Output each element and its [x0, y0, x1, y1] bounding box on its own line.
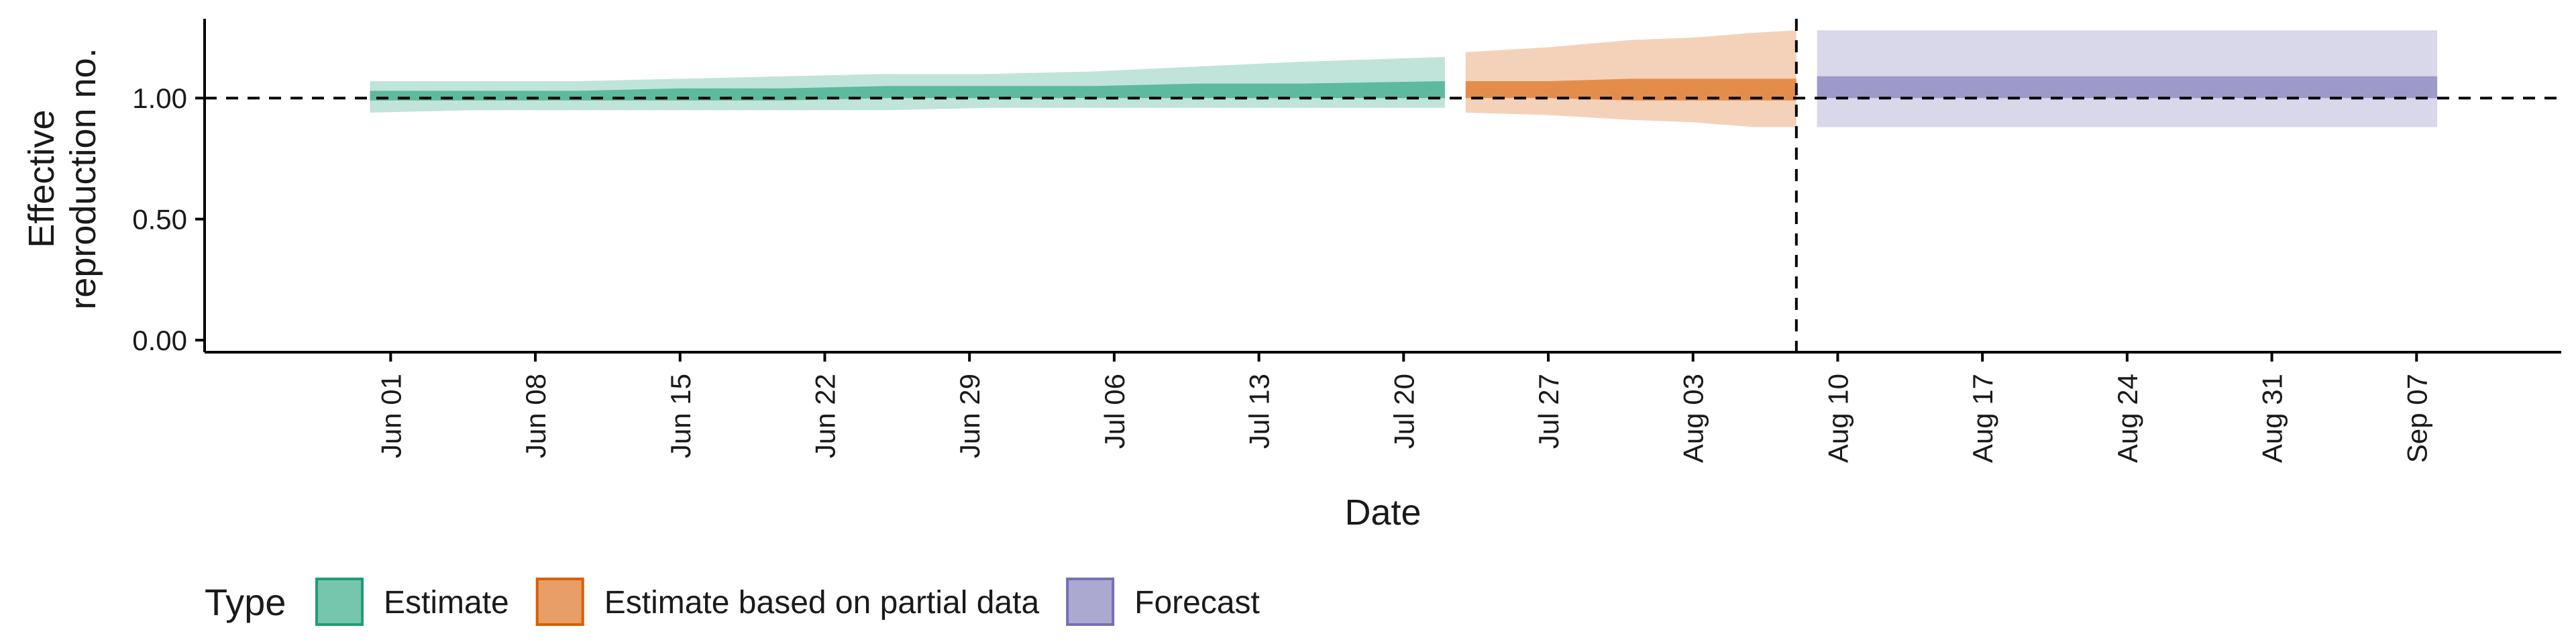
ribbon-50-series-2 [1817, 76, 2438, 99]
legend-swatch [535, 578, 584, 626]
x-tick-label: Jul 27 [1533, 374, 1564, 449]
legend-label: Estimate based on partial data [604, 585, 1040, 621]
x-tick-label: Jun 29 [954, 374, 985, 458]
y-axis-title-line: Effective [21, 109, 62, 248]
y-tick-label: 1.00 [132, 83, 187, 114]
x-tick-label: Jun 22 [809, 374, 841, 458]
x-tick-label: Aug 03 [1678, 374, 1709, 463]
x-tick-label: Aug 24 [2112, 374, 2143, 463]
y-ticks: 0.00 0.50 1.00 [132, 83, 205, 356]
axes [203, 19, 2561, 354]
legend-swatch [1066, 578, 1115, 626]
x-ticks: Jun 01 Jun 08 Jun 15 Jun 22 Jun 29 Jul 06 Jul … [375, 352, 2432, 463]
ribbons [370, 30, 2438, 127]
ribbon-90-series-1 [1465, 30, 1796, 127]
legend-label: Forecast [1134, 585, 1260, 621]
ribbon-50-series-1 [1465, 78, 1796, 101]
y-tick-label: 0.00 [132, 325, 187, 356]
ribbon-50-series-0 [370, 81, 1445, 101]
x-tick-label: Jun 15 [665, 374, 696, 458]
x-tick-label: Sep 07 [2401, 374, 2432, 463]
y-axis-title-line: reproduction no. [63, 48, 103, 309]
x-tick-label: Aug 31 [2257, 374, 2288, 463]
x-tick-label: Aug 17 [1967, 374, 1998, 463]
x-axis-title: Date [1344, 492, 1421, 533]
x-tick-label: Jul 20 [1388, 374, 1419, 449]
legend-swatch [315, 578, 364, 626]
y-axis-title: Effectivereproduction no. [21, 48, 103, 309]
legend-label: Estimate [384, 585, 509, 621]
reference-lines [205, 19, 2561, 352]
x-tick-label: Jun 01 [375, 374, 407, 458]
legend-title: Type [205, 581, 286, 623]
y-tick-label: 0.50 [132, 204, 187, 235]
x-tick-label: Jul 13 [1244, 374, 1275, 449]
x-tick-label: Aug 10 [1822, 374, 1854, 463]
legend: Type Estimate Estimate based on partial d… [205, 578, 1260, 626]
x-tick-label: Jun 08 [520, 374, 551, 458]
x-tick-label: Jul 06 [1099, 374, 1130, 449]
